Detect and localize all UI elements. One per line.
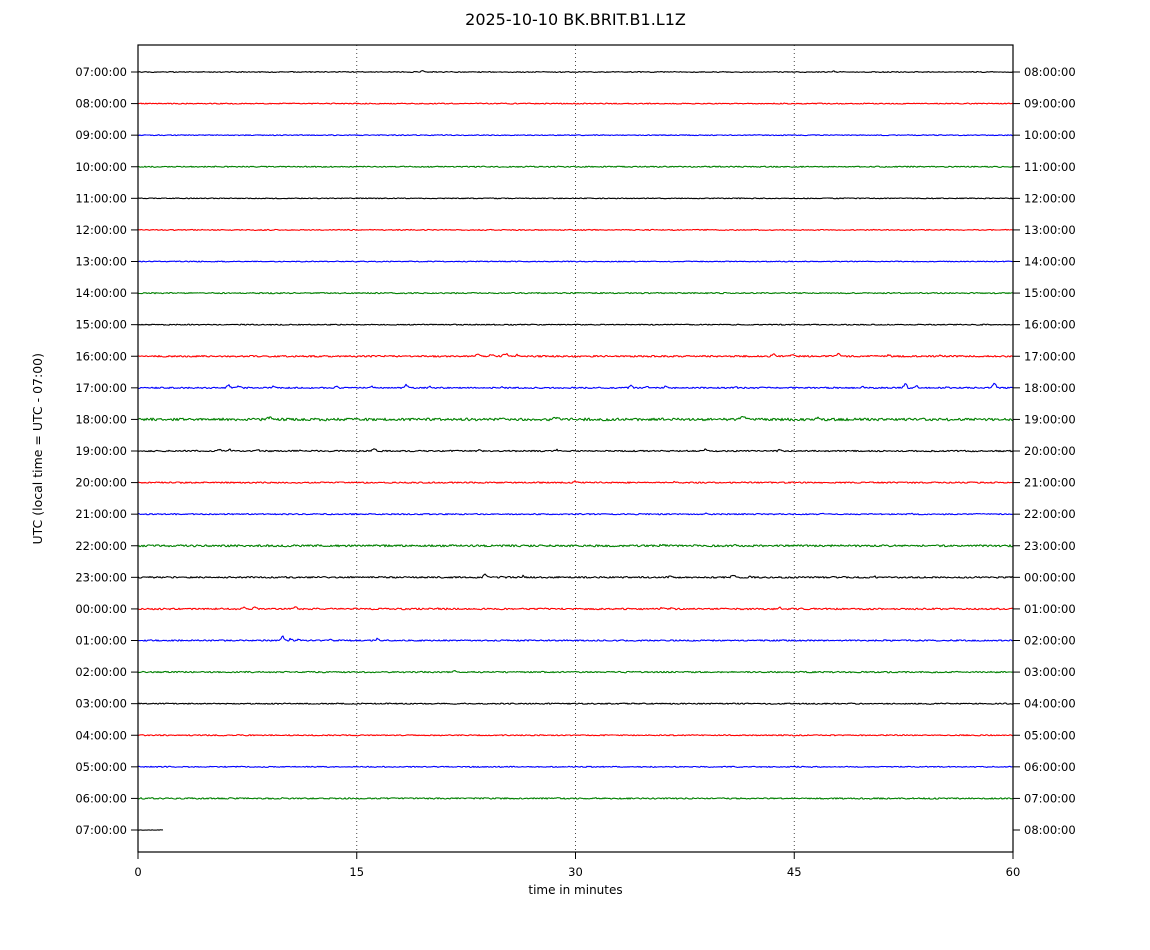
utc-tick-label: 07:00:00	[75, 65, 127, 79]
seismogram-trace	[137, 291, 1013, 295]
seismogram-trace	[138, 165, 1014, 168]
seismogram-trace	[137, 382, 1014, 390]
end-time-tick-label: 18:00:00	[1024, 381, 1076, 395]
end-time-tick-label: 11:00:00	[1024, 160, 1076, 174]
seismogram-trace	[137, 102, 1014, 105]
seismogram-trace	[137, 765, 1014, 768]
chart-title: 2025-10-10 BK.BRIT.B1.L1Z	[465, 10, 686, 29]
plot-border	[137, 44, 1014, 853]
end-time-tick-label: 07:00:00	[1024, 791, 1076, 805]
seismogram-trace	[137, 448, 1014, 453]
seismogram-trace	[137, 670, 1014, 674]
utc-tick-label: 05:00:00	[75, 760, 127, 774]
utc-tick-label: 17:00:00	[75, 381, 127, 395]
end-time-tick-label: 04:00:00	[1024, 697, 1076, 711]
end-time-tick-label: 22:00:00	[1024, 507, 1076, 521]
utc-tick-label: 19:00:00	[75, 444, 127, 458]
seismogram-trace	[137, 543, 1014, 548]
end-time-tick-label: 17:00:00	[1024, 349, 1076, 363]
seismogram-trace	[137, 734, 1014, 737]
utc-tick-label: 21:00:00	[75, 507, 127, 521]
end-time-tick-label: 10:00:00	[1024, 128, 1076, 142]
utc-tick-label: 16:00:00	[75, 349, 127, 363]
seismogram-trace	[137, 260, 1014, 263]
end-time-tick-label: 13:00:00	[1024, 223, 1076, 237]
utc-tick-label: 01:00:00	[75, 634, 127, 648]
x-axis-label: time in minutes	[528, 883, 623, 897]
seismogram-trace	[137, 702, 1014, 705]
utc-tick-label: 09:00:00	[75, 128, 127, 142]
end-time-tick-label: 23:00:00	[1024, 539, 1076, 553]
seismogram-trace	[137, 70, 1014, 73]
end-time-tick-label: 03:00:00	[1024, 665, 1076, 679]
utc-tick-label: 08:00:00	[75, 97, 127, 111]
end-time-tick-label: 21:00:00	[1024, 476, 1076, 490]
seismogram-trace	[137, 573, 1014, 579]
utc-tick-label: 12:00:00	[75, 223, 127, 237]
utc-tick-label: 18:00:00	[75, 412, 127, 426]
seismogram-trace	[137, 415, 1013, 422]
end-time-tick-label: 19:00:00	[1024, 412, 1076, 426]
utc-tick-label: 22:00:00	[75, 539, 127, 553]
seismogram-trace	[137, 197, 1014, 200]
end-time-tick-label: 14:00:00	[1024, 255, 1076, 269]
utc-tick-label: 13:00:00	[75, 255, 127, 269]
utc-tick-label: 07:00:00	[75, 823, 127, 837]
end-time-tick-label: 05:00:00	[1024, 728, 1076, 742]
utc-tick-label: 11:00:00	[75, 191, 127, 205]
end-time-tick-label: 08:00:00	[1024, 65, 1076, 79]
end-time-tick-label: 12:00:00	[1024, 191, 1076, 205]
utc-tick-label: 03:00:00	[75, 697, 127, 711]
utc-tick-label: 20:00:00	[75, 476, 127, 490]
seismogram-trace	[137, 134, 1014, 137]
utc-tick-label: 04:00:00	[75, 728, 127, 742]
x-tick-label: 60	[1006, 865, 1021, 879]
utc-tick-label: 00:00:00	[75, 602, 127, 616]
seismogram-trace	[138, 323, 1014, 326]
end-time-tick-label: 01:00:00	[1024, 602, 1076, 616]
utc-tick-label: 23:00:00	[75, 570, 127, 584]
x-tick-label: 45	[787, 865, 802, 879]
end-time-tick-label: 20:00:00	[1024, 444, 1076, 458]
end-time-tick-label: 06:00:00	[1024, 760, 1076, 774]
end-time-tick-label: 15:00:00	[1024, 286, 1076, 300]
seismogram-trace	[138, 512, 1014, 516]
end-time-tick-label: 08:00:00	[1024, 823, 1076, 837]
utc-tick-label: 06:00:00	[75, 791, 127, 805]
x-tick-label: 0	[134, 865, 141, 879]
seismogram-trace	[137, 480, 1014, 484]
seismogram-trace	[137, 797, 1014, 800]
seismogram-trace	[137, 635, 1014, 642]
utc-tick-label: 14:00:00	[75, 286, 127, 300]
end-time-tick-label: 02:00:00	[1024, 634, 1076, 648]
x-tick-label: 15	[349, 865, 364, 879]
seismogram-trace	[137, 606, 1014, 611]
utc-tick-label: 02:00:00	[75, 665, 127, 679]
seismogram-trace	[137, 228, 1014, 231]
x-tick-label: 30	[568, 865, 583, 879]
end-time-tick-label: 00:00:00	[1024, 570, 1076, 584]
utc-tick-label: 10:00:00	[75, 160, 127, 174]
utc-tick-label: 15:00:00	[75, 318, 127, 332]
end-time-tick-label: 16:00:00	[1024, 318, 1076, 332]
end-time-tick-label: 09:00:00	[1024, 97, 1076, 111]
seismogram-trace	[137, 352, 1014, 358]
